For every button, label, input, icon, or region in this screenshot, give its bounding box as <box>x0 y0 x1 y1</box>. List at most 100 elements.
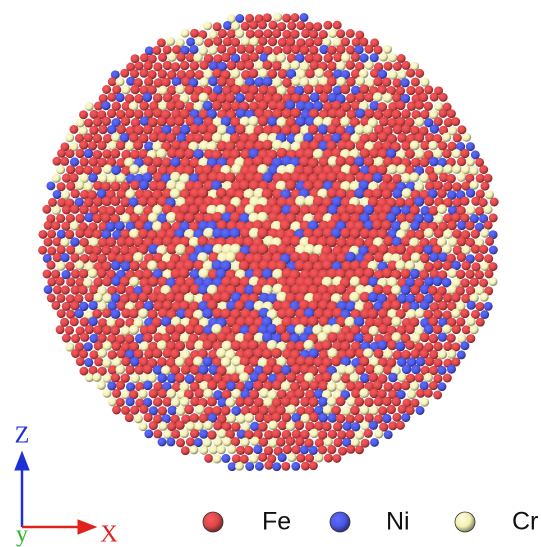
atom <box>102 85 111 94</box>
atom <box>175 373 185 383</box>
atom <box>457 253 467 263</box>
atom <box>331 356 341 366</box>
atom <box>235 14 244 23</box>
atom <box>262 140 273 151</box>
atom <box>97 141 107 151</box>
atom <box>346 60 356 70</box>
atom <box>129 308 139 318</box>
atom <box>57 149 66 158</box>
atom <box>484 221 493 230</box>
atom <box>336 414 346 424</box>
nanoparticle <box>38 13 498 472</box>
atom <box>314 68 324 78</box>
atom <box>89 157 99 167</box>
atom <box>115 77 124 86</box>
atom <box>138 308 148 318</box>
atom <box>438 109 447 118</box>
atom <box>490 198 499 207</box>
atom <box>79 110 88 119</box>
atom <box>121 116 131 126</box>
atom <box>373 172 384 183</box>
atom <box>71 349 80 358</box>
atom <box>133 140 143 150</box>
atom <box>411 77 420 86</box>
atom <box>102 308 112 318</box>
atom <box>203 21 212 30</box>
atom <box>46 181 55 190</box>
atom <box>397 373 407 383</box>
atom <box>88 301 98 311</box>
atom <box>199 429 208 438</box>
atom <box>175 116 185 126</box>
atom <box>115 93 124 102</box>
atom <box>419 173 429 183</box>
legend-label: Ni <box>386 508 410 536</box>
atom <box>286 372 296 382</box>
atom <box>471 229 480 238</box>
atom <box>387 164 397 174</box>
atom <box>460 341 469 350</box>
atom <box>98 125 107 134</box>
atom <box>437 366 446 375</box>
atom <box>111 309 121 319</box>
atom <box>180 429 189 438</box>
atom <box>268 37 277 46</box>
atom <box>236 446 245 455</box>
atom <box>129 325 139 335</box>
atom <box>272 462 281 471</box>
atom <box>139 68 148 77</box>
atom <box>388 53 397 62</box>
atom <box>470 181 479 190</box>
atom <box>79 140 88 149</box>
atom <box>483 205 492 214</box>
atom <box>405 149 415 159</box>
atom <box>237 45 247 55</box>
atom <box>190 61 200 71</box>
atom <box>282 45 292 55</box>
atom <box>144 77 153 86</box>
atom <box>452 182 462 192</box>
atom <box>258 453 267 462</box>
atom <box>466 206 475 215</box>
atom <box>322 422 332 432</box>
atom <box>57 182 66 191</box>
atom <box>158 53 167 62</box>
atom <box>108 398 117 407</box>
atom <box>223 21 232 30</box>
atom <box>56 262 65 271</box>
atom <box>235 462 244 471</box>
atom <box>221 53 231 63</box>
atom <box>75 229 85 239</box>
atom <box>434 228 444 238</box>
atom <box>120 69 129 78</box>
atom <box>263 29 272 38</box>
atom <box>323 84 333 94</box>
atom <box>282 14 291 23</box>
atom <box>453 133 462 142</box>
atom <box>489 277 498 286</box>
atom <box>268 420 278 430</box>
atom <box>374 252 385 263</box>
atom <box>480 293 489 302</box>
atom <box>129 164 139 174</box>
atom <box>240 438 249 447</box>
atom <box>296 21 305 30</box>
atom <box>295 420 305 430</box>
atom <box>438 301 448 311</box>
atom <box>71 334 80 343</box>
atom <box>355 414 364 423</box>
atom <box>130 85 139 94</box>
atom <box>401 124 411 134</box>
atom <box>166 37 175 46</box>
atom <box>400 78 409 87</box>
atom <box>97 268 107 278</box>
atom <box>203 421 213 431</box>
atom <box>218 29 227 38</box>
atom <box>480 229 489 238</box>
atom <box>70 157 79 166</box>
atom <box>51 301 60 310</box>
atom <box>97 381 106 390</box>
atom <box>393 125 403 135</box>
atom <box>116 398 125 407</box>
atom <box>143 364 153 374</box>
